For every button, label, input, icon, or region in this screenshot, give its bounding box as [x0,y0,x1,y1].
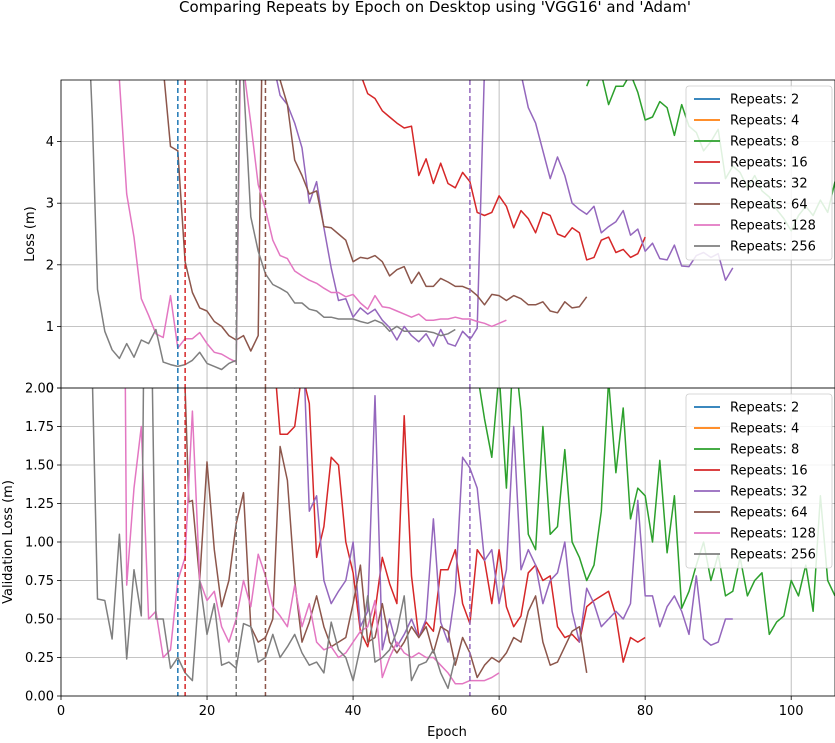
legend-label: Repeats: 128 [730,527,816,542]
legend-box [685,393,833,569]
legend-label: Repeats: 128 [730,219,816,234]
y-tick-label: 3 [46,197,54,212]
series-line-256 [91,388,457,690]
y-tick-label: 0.75 [25,574,54,589]
x-tick-label: 60 [491,704,508,719]
legend-label: Repeats: 8 [730,443,799,458]
series-line-64 [184,388,588,679]
legend-label: Repeats: 16 [730,464,808,479]
y-tick-label: 2 [46,258,54,273]
legend: Repeats: 2 Repeats: 4 Repeats: 8 Repeats: 1… [685,85,833,261]
y-tick-label: 0.50 [25,613,54,628]
x-tick-label: 80 [637,704,654,719]
series-line-16 [361,80,646,261]
legend-label: Repeats: 4 [730,114,799,129]
legend: Repeats: 2 Repeats: 4 Repeats: 8 Repeats: 1… [685,393,833,569]
y-tick-label: 1.75 [25,420,54,435]
y-tick-label: 1.00 [25,536,54,551]
x-tick-label: 20 [199,704,216,719]
series-line-32 [276,80,734,347]
x-tick-label: 0 [57,704,65,719]
x-tick-label: 100 [779,704,804,719]
y-tick-label: 1 [46,320,54,335]
y-tick-label: 0.25 [25,651,54,666]
x-axis-label: Epoch [427,725,467,739]
top-y-axis-label: Loss (m) [23,206,38,261]
legend-label: Repeats: 64 [730,198,808,213]
y-tick-label: 2.00 [25,382,54,397]
legend-label: Repeats: 16 [730,156,808,171]
series-line-16 [275,388,646,663]
x-tick-label: 40 [345,704,362,719]
legend-label: Repeats: 256 [730,548,816,563]
y-tick-label: 0.00 [25,690,54,705]
validation-loss-panel: 0.000.250.500.751.001.251.501.752.000 20 4… [25,382,835,719]
legend-label: Repeats: 64 [730,506,808,521]
chart-title: Comparing Repeats by Epoch on Desktop us… [179,0,691,16]
legend-label: Repeats: 8 [730,135,799,150]
series-line-32 [293,388,733,651]
legend-label: Repeats: 32 [730,485,808,500]
y-tick-label: 1.25 [25,497,54,512]
y-tick-label: 1.50 [25,459,54,474]
legend-label: Repeats: 2 [730,93,799,108]
legend-label: Repeats: 4 [730,422,799,437]
series-line-64 [163,80,588,352]
legend-label: Repeats: 2 [730,401,799,416]
legend-label: Repeats: 32 [730,177,808,192]
series-line-8 [478,388,835,636]
y-tick-label: 4 [46,135,54,150]
series-line-256 [89,80,456,371]
series-line-128 [124,388,500,685]
y-tick-label: 0 [46,382,54,397]
legend-label: Repeats: 256 [730,240,816,255]
bottom-y-axis-label: Validation Loss (m) [1,480,16,604]
legend-box [685,85,833,261]
